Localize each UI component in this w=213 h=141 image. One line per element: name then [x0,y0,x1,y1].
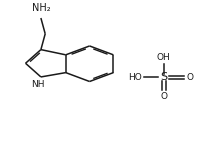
Text: O: O [186,73,193,82]
Text: OH: OH [157,53,171,62]
Text: HO: HO [128,73,141,82]
Text: S: S [160,72,167,82]
Text: NH₂: NH₂ [32,3,50,13]
Text: NH: NH [31,80,45,89]
Text: O: O [160,92,167,101]
